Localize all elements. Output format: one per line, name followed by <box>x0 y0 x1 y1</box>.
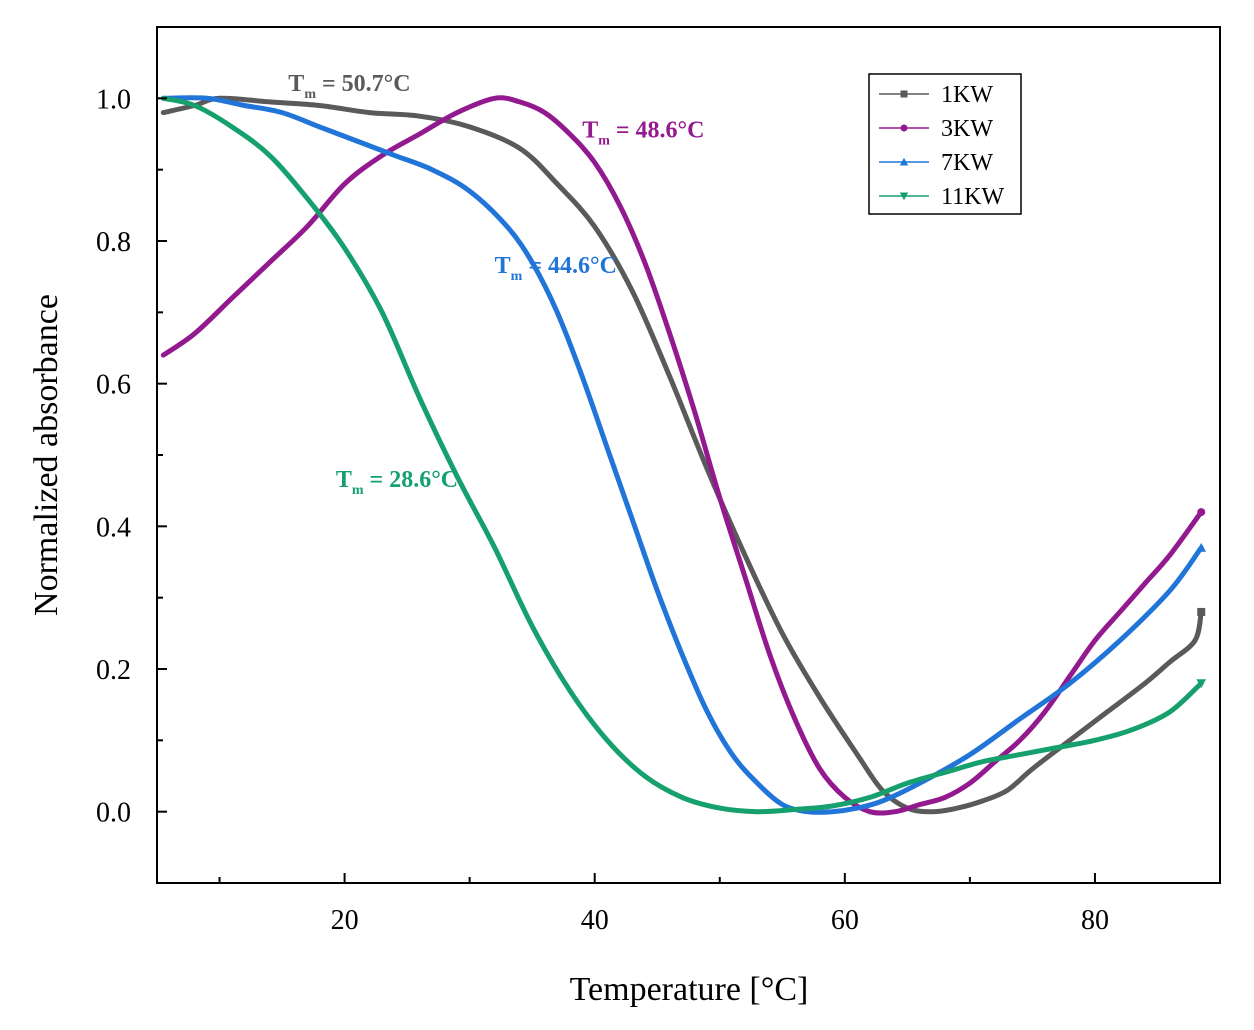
legend-marker-11kw <box>899 192 909 201</box>
legend-marker-1kw <box>900 90 908 98</box>
annotation-value: = 44.6°C <box>522 253 617 279</box>
legend-label: 11KW <box>941 184 1004 210</box>
series-end-marker-1kw <box>1197 607 1206 616</box>
x-tick-label: 80 <box>1081 905 1109 936</box>
legend: 1KW 3KW 7KW 11KW <box>868 73 1022 215</box>
y-axis-ticks: 0.0 0.2 0.4 0.6 0.8 1.0 <box>96 26 167 884</box>
y-tick-label: 1.0 <box>96 84 131 115</box>
annotation-symbol: T <box>495 253 511 279</box>
series-end-marker-7kw <box>1196 542 1207 552</box>
annotation-subscript: m <box>598 134 610 149</box>
tm-annotation: Tm = 50.7°C <box>288 71 410 102</box>
legend-label: 1KW <box>941 82 993 108</box>
y-tick-label: 0.6 <box>96 370 131 401</box>
x-axis-ticks: 20 40 60 80 <box>218 873 1221 936</box>
legend-label: 3KW <box>941 116 993 142</box>
annotation-subscript: m <box>352 483 364 498</box>
series-end-marker-11kw <box>1196 679 1207 689</box>
annotation-symbol: T <box>336 467 352 493</box>
x-axis-title: Temperature [°C] <box>570 971 809 1008</box>
legend-box <box>868 73 1022 215</box>
tm-annotation: Tm = 44.6°C <box>495 253 617 284</box>
y-axis-title: Normalized absorbance <box>28 294 65 616</box>
annotation-subscript: m <box>304 87 316 102</box>
annotation-symbol: T <box>288 71 304 97</box>
x-tick-label: 20 <box>331 905 359 936</box>
legend-marker-3kw <box>900 124 908 132</box>
annotation-value: = 50.7°C <box>316 71 411 97</box>
legend-marker-7kw <box>899 157 909 166</box>
annotation-value: = 28.6°C <box>364 467 459 493</box>
annotation-subscript: m <box>511 269 523 284</box>
x-tick-label: 40 <box>581 905 609 936</box>
series-line-11kw <box>160 95 1204 815</box>
tm-annotation: Tm = 48.6°C <box>582 118 704 149</box>
series-layer <box>160 95 1207 816</box>
legend-label: 7KW <box>941 150 993 176</box>
annotation-value: = 48.6°C <box>610 118 705 144</box>
plot-area-border <box>156 26 1221 884</box>
series-line-7kw <box>160 95 1204 815</box>
series-line-3kw <box>160 95 1204 816</box>
y-tick-label: 0.4 <box>96 512 131 543</box>
x-tick-label: 60 <box>831 905 859 936</box>
tm-annotation: Tm = 28.6°C <box>336 467 458 498</box>
annotation-symbol: T <box>582 118 598 144</box>
y-tick-label: 0.8 <box>96 227 131 258</box>
y-tick-label: 0.2 <box>96 655 131 686</box>
series-end-marker-3kw <box>1197 508 1206 517</box>
y-tick-label: 0.0 <box>96 798 131 829</box>
plot-frame <box>156 26 1221 884</box>
annotations: Tm = 50.7°CTm = 48.6°CTm = 44.6°CTm = 28… <box>288 71 704 498</box>
